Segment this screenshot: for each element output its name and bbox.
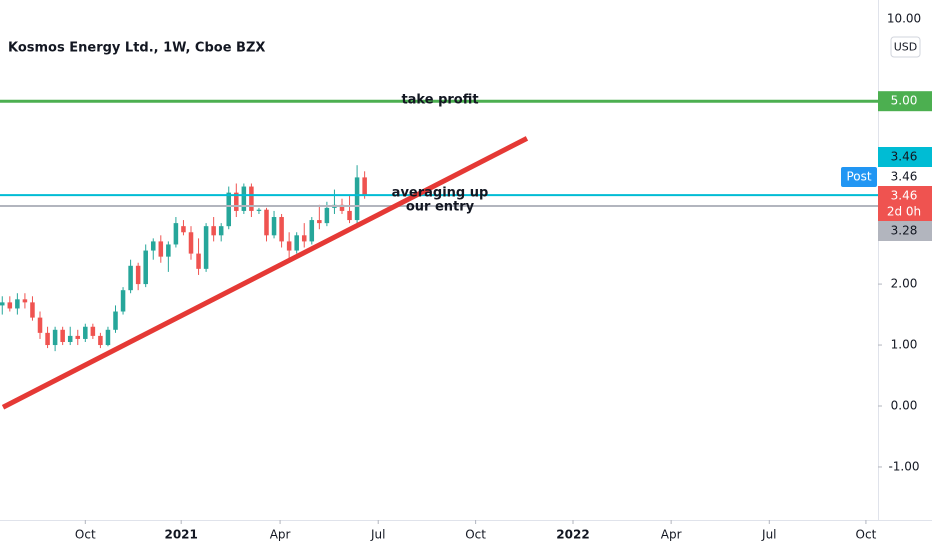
level-text: take profit	[401, 93, 478, 108]
candle-body	[67, 335, 73, 342]
candle-body	[294, 235, 299, 251]
candle-body	[211, 226, 216, 236]
candle-body	[264, 209, 269, 236]
candle-body	[241, 186, 247, 211]
post-price-label-bg	[878, 167, 932, 187]
candle-body	[75, 335, 81, 339]
candle-body	[98, 335, 103, 346]
candle-body	[196, 253, 201, 269]
y-tick-label: 0.00	[891, 399, 918, 413]
candle-body	[279, 217, 284, 242]
candle-body	[143, 250, 148, 285]
candle-body	[150, 241, 156, 251]
candle-body	[135, 265, 141, 285]
candle-body	[158, 241, 164, 257]
currency-button[interactable]	[890, 36, 921, 58]
candle-body	[301, 235, 307, 242]
chart-title: Kosmos Energy Ltd., 1W, Cboe BZX	[8, 41, 265, 56]
candle-body	[309, 220, 315, 242]
post-tag: Post	[846, 170, 871, 184]
candle-body	[166, 244, 171, 257]
candle-body	[354, 177, 360, 221]
x-tick-label: Apr	[270, 528, 291, 542]
candle-body	[181, 226, 186, 233]
y-tick-label: 1.00	[891, 338, 918, 352]
candle-body	[234, 192, 239, 211]
candle-body	[173, 223, 179, 245]
currency-label[interactable]: USD	[894, 41, 918, 54]
candle-body	[249, 186, 254, 211]
take-profit-label: 5.00	[891, 94, 918, 108]
candle-body	[45, 332, 50, 346]
countdown-label: 2d 0h	[887, 205, 921, 219]
last-price-label: 3.46	[891, 189, 918, 203]
level-text: averaging up	[392, 186, 489, 201]
candle-body	[317, 220, 322, 224]
x-tick-label: Oct	[465, 528, 486, 542]
candle-body	[339, 204, 345, 211]
candle-body	[15, 299, 20, 309]
post-price-label: 3.46	[891, 170, 918, 184]
y-tick-label: 10.00	[887, 12, 921, 26]
candle-body	[188, 232, 194, 254]
candle-body	[105, 329, 111, 346]
candle-body	[60, 329, 65, 342]
candle-body	[113, 311, 118, 330]
candle-body	[120, 290, 126, 312]
candle-body	[83, 326, 88, 339]
x-tick-label: Jul	[761, 528, 776, 542]
candle-body	[30, 302, 35, 318]
trendline	[1, 136, 529, 410]
candle-body	[52, 329, 58, 346]
x-tick-label: Oct	[856, 528, 877, 542]
candle-body	[256, 209, 262, 211]
candle-body	[0, 302, 5, 306]
candle-body	[271, 217, 277, 236]
candle-body	[218, 226, 224, 236]
candle-body	[22, 299, 28, 303]
candle-body	[7, 302, 13, 309]
y-tick-label: 2.00	[891, 277, 918, 291]
candle-body	[347, 210, 352, 221]
y-tick-label: -1.00	[888, 459, 919, 473]
candle-body	[203, 226, 209, 269]
candle-body	[362, 177, 367, 196]
averaging-label: 3.46	[891, 150, 918, 164]
x-tick-label: Jul	[370, 528, 385, 542]
candle-body	[128, 265, 133, 291]
x-tick-label: Apr	[661, 528, 682, 542]
candle-body	[226, 192, 232, 227]
entry-label: 3.28	[891, 224, 918, 238]
averaging-label-bg	[878, 147, 932, 167]
entry-label-bg	[878, 221, 932, 241]
post-tag-bg	[841, 167, 877, 187]
candle-body	[37, 317, 43, 333]
level-text: our entry	[406, 200, 475, 215]
x-tick-label: 2021	[164, 528, 197, 542]
x-tick-label: Oct	[75, 528, 96, 542]
x-tick-label: 2022	[556, 528, 589, 542]
candle-body	[90, 326, 96, 336]
last-price-bg	[878, 186, 932, 222]
candle-body	[286, 241, 292, 251]
take-profit-label-bg	[878, 91, 932, 112]
candle-body	[324, 207, 330, 224]
